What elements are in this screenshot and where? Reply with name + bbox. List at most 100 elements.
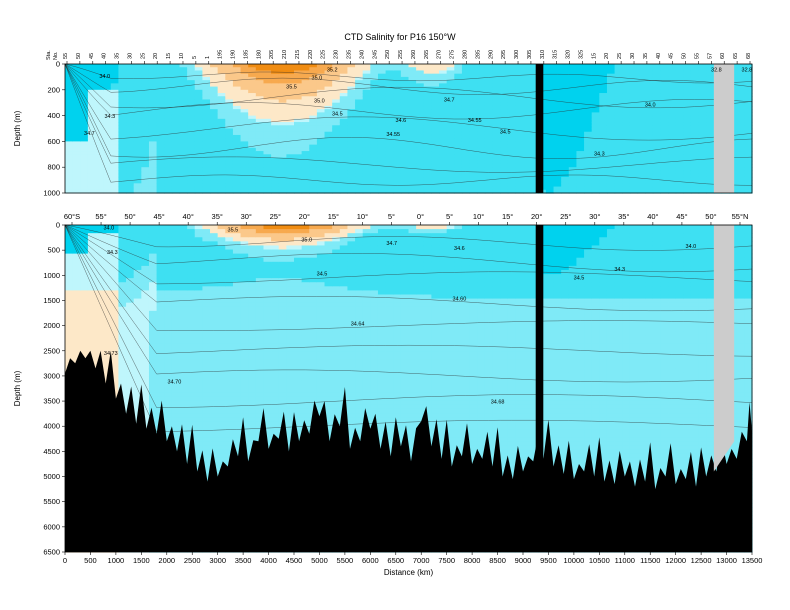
salinity-cell [683,144,692,149]
salinity-cell [561,160,570,165]
salinity-cell [179,118,188,123]
salinity-cell [637,128,646,133]
salinity-cell [576,125,585,130]
salinity-cell [133,176,142,181]
station-axis-label-sta: Sta. [46,50,52,60]
salinity-cell [309,89,318,94]
salinity-cell [400,64,410,68]
salinity-cell [370,105,379,110]
salinity-cell [660,167,669,172]
salinity-cell [469,64,478,68]
salinity-cell [683,183,692,188]
salinity-cell [385,70,394,75]
salinity-cell [65,86,74,91]
salinity-cell [316,93,326,97]
salinity-cell [148,67,158,72]
salinity-cell [187,144,196,149]
salinity-cell [698,160,707,165]
salinity-cell [362,122,371,126]
salinity-cell [171,154,181,159]
salinity-cell [431,173,440,178]
salinity-cell [301,186,310,191]
salinity-cell [179,138,188,142]
salinity-cell [156,118,165,123]
salinity-cell [370,151,379,155]
salinity-cell [110,290,120,296]
salinity-cell [698,183,707,188]
salinity-cell [347,138,356,142]
salinity-cell [118,167,127,172]
salinity-cell [187,147,196,152]
salinity-cell [584,151,593,155]
salinity-cell [584,131,593,136]
salinity-cell [301,151,310,155]
salinity-cell [339,147,349,152]
salinity-cell [164,286,173,291]
salinity-cell [286,138,295,142]
salinity-cell [347,64,356,68]
salinity-cell [469,173,478,178]
salinity-cell [553,64,562,68]
salinity-cell [423,83,432,88]
salinity-cell [133,96,142,101]
salinity-cell [439,67,448,72]
salinity-cell [530,109,539,113]
salinity-cell [584,154,593,159]
salinity-cell [171,274,181,279]
salinity-cell [156,327,165,332]
salinity-cell [690,112,700,117]
salinity-cell [347,144,356,149]
salinity-cell [584,160,593,165]
salinity-cell [255,141,265,146]
salinity-cell [103,125,112,130]
salinity-cell [294,93,303,97]
salinity-cell [339,76,349,81]
salinity-cell [507,118,516,123]
salinity-cell [439,80,448,84]
salinity-cell [232,105,242,110]
salinity-cell [156,343,165,349]
salinity-cell [637,144,646,149]
salinity-cell [164,144,173,149]
salinity-cell [225,70,234,75]
salinity-cell [355,83,364,88]
salinity-cell [507,180,516,184]
salinity-cell [286,67,295,72]
salinity-cell [347,86,356,91]
salinity-cell [87,154,97,159]
salinity-cell [95,327,104,332]
salinity-cell [133,151,142,155]
salinity-cell [118,93,127,97]
salinity-cell [698,167,707,172]
salinity-cell [148,173,158,178]
salinity-cell [316,125,326,130]
salinity-cell [271,86,280,91]
salinity-cell [240,128,249,133]
salinity-cell [294,122,303,126]
salinity-cell [370,183,379,188]
salinity-cell [545,160,555,165]
salinity-cell [179,160,188,165]
salinity-cell [255,115,265,120]
salinity-cell [362,189,371,194]
salinity-cell [576,122,585,126]
salinity-cell [232,173,242,178]
salinity-cell [95,141,104,146]
salinity-cell [591,151,600,155]
salinity-cell [484,105,494,110]
salinity-cell [110,274,120,279]
salinity-cell [271,125,280,130]
salinity-cell [591,118,600,123]
salinity-cell [126,351,135,357]
salinity-cell [187,157,196,162]
salinity-cell [523,147,532,152]
salinity-cell [637,173,646,178]
salinity-cell [439,99,448,104]
salinity-cell [126,290,135,296]
salinity-cell [683,173,692,178]
salinity-cell [87,147,97,152]
salinity-cell [660,93,669,97]
salinity-cell [103,319,112,324]
salinity-cell [271,105,280,110]
salinity-cell [393,105,402,110]
